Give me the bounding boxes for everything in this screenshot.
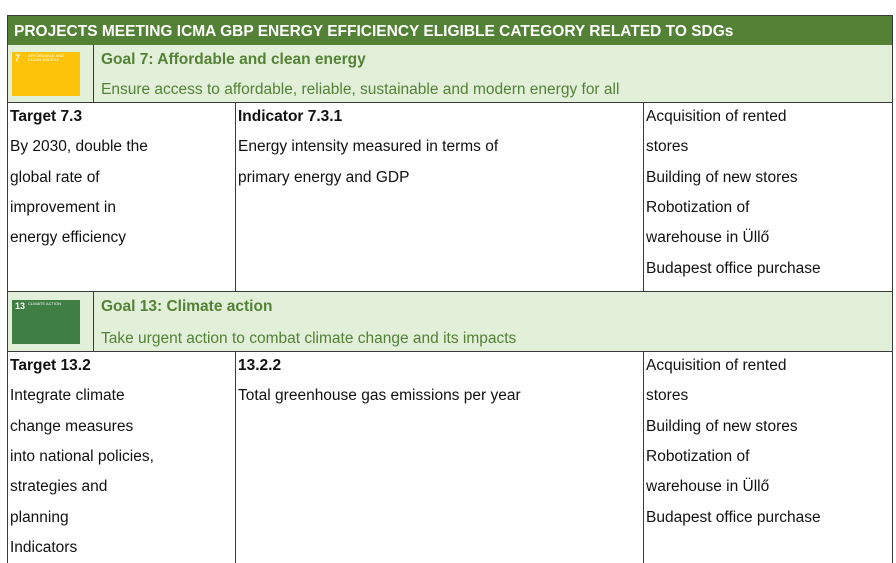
- goal-subtitle: Take urgent action to combat climate cha…: [101, 330, 517, 347]
- target-row: Target 13.2 Integrate climate change measu…: [7, 352, 893, 563]
- project-text: Building of new stores: [646, 417, 798, 435]
- target-text: change measures: [10, 417, 134, 435]
- goal-subtitle: Ensure access to affordable, reliable, s…: [101, 81, 620, 98]
- target-text: Indicators: [10, 538, 78, 556]
- icon-number: 13: [15, 301, 26, 311]
- icon-label: CLIMATE ACTION: [28, 301, 62, 306]
- goal-row: 13 CLIMATE ACTION Goal 13: Climate action T…: [7, 292, 893, 352]
- target-title: Target 7.3: [10, 108, 83, 125]
- project-text: Budapest office purchase: [646, 259, 821, 277]
- column-divider: [235, 352, 236, 563]
- indicator-text: Total greenhouse gas emissions per year: [238, 387, 521, 405]
- target-text: strategies and: [10, 478, 108, 496]
- column-divider: [643, 352, 644, 563]
- sdg-icon: 13 CLIMATE ACTION: [12, 300, 80, 344]
- target-text: into national policies,: [10, 447, 154, 465]
- goal-title: Goal 13: Climate action: [101, 298, 273, 315]
- target-text: energy efficiency: [10, 229, 127, 247]
- target-title: Target 13.2: [10, 357, 91, 374]
- target-text: Integrate climate: [10, 387, 125, 405]
- icon-label: AFFORDABLE AND CLEAN ENERGY: [28, 53, 65, 62]
- column-divider: [643, 103, 644, 291]
- indicator-title: 13.2.2: [238, 357, 282, 374]
- table-title: PROJECTS MEETING ICMA GBP ENERGY EFFICIE…: [7, 15, 893, 46]
- project-text: warehouse in Üllő: [646, 229, 770, 247]
- goal-divider: [93, 292, 94, 351]
- target-text: improvement in: [10, 198, 116, 216]
- project-text: Acquisition of rented: [646, 108, 787, 125]
- indicator-text: Energy intensity measured in terms of: [238, 138, 499, 156]
- goal-title: Goal 7: Affordable and clean energy: [101, 51, 366, 68]
- icon-number: 7: [15, 53, 21, 63]
- indicator-text: primary energy and GDP: [238, 168, 410, 186]
- target-text: global rate of: [10, 168, 100, 186]
- project-text: Robotization of: [646, 447, 750, 465]
- indicator-title: Indicator 7.3.1: [238, 108, 343, 125]
- column-divider: [235, 103, 236, 291]
- project-text: Budapest office purchase: [646, 508, 821, 526]
- target-text: planning: [10, 508, 69, 526]
- project-text: Building of new stores: [646, 168, 798, 186]
- sdg-icon: 7 AFFORDABLE AND CLEAN ENERGY: [12, 52, 80, 96]
- project-text: Acquisition of rented: [646, 357, 787, 374]
- project-text: Robotization of: [646, 198, 750, 216]
- target-text: By 2030, double the: [10, 138, 148, 156]
- project-text: stores: [646, 387, 689, 405]
- project-text: stores: [646, 138, 689, 156]
- goal-row: 7 AFFORDABLE AND CLEAN ENERGY Goal 7: Affo…: [7, 45, 893, 103]
- target-row: Target 7.3 By 2030, double the global rate…: [7, 103, 893, 292]
- project-text: warehouse in Üllő: [646, 478, 770, 496]
- goal-divider: [93, 45, 94, 102]
